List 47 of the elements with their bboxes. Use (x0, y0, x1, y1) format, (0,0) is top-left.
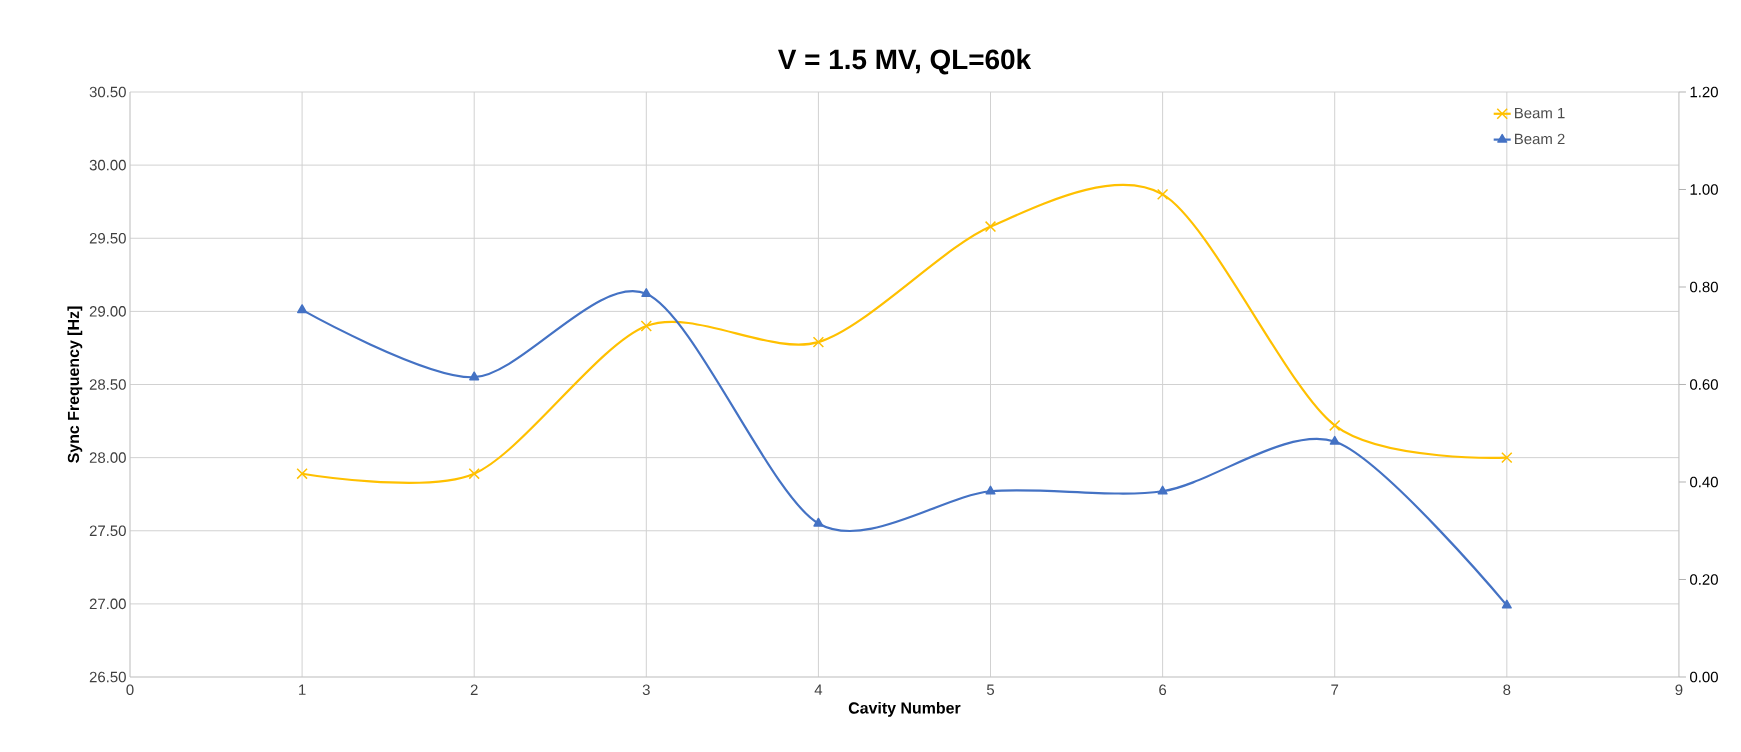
y-tick-label: 28.00 (89, 452, 126, 463)
y-tick-label: 30.00 (89, 159, 126, 171)
point (1157, 485, 1168, 495)
y2-tick-label: 0.60 (1690, 379, 1718, 390)
x-tick-label: 7 (1331, 684, 1339, 695)
x-tick-label: 2 (470, 684, 478, 695)
chart-title: V = 1.5 MV, QL=60k (778, 48, 1032, 75)
y-tick-label: 29.00 (89, 306, 126, 317)
point (1156, 188, 1169, 201)
x-tick-label: 9 (1675, 684, 1683, 696)
x-tick-label: 3 (642, 684, 650, 696)
y-tick-label: 27.00 (89, 598, 126, 610)
y2-tick-label: 0.20 (1690, 574, 1718, 585)
y-tick-label: 26.50 (89, 671, 126, 683)
point (468, 468, 480, 480)
y2-tick-label: 1.20 (1690, 86, 1718, 98)
x-tick-label: 6 (1159, 684, 1167, 696)
legend-label: Beam 1 (1515, 107, 1565, 119)
x-tick-label: 0 (126, 684, 134, 696)
legend-label: Beam 2 (1515, 133, 1565, 145)
y-tick-label: 29.50 (89, 232, 126, 244)
y-tick-label: 30.50 (89, 86, 126, 98)
point (984, 220, 997, 233)
x-tick-label: 8 (1503, 684, 1511, 696)
point (297, 304, 308, 314)
point (296, 468, 308, 480)
point (1329, 419, 1341, 432)
point (1501, 599, 1512, 609)
x-tick-label: 5 (986, 684, 995, 695)
y-axis-title: Sync Frequency [Hz] (67, 306, 83, 463)
y2-tick-label: 1.00 (1690, 184, 1718, 195)
y2-tick-label: 0.80 (1690, 281, 1718, 293)
point (640, 320, 652, 332)
y2-tick-label: 0.00 (1690, 671, 1718, 683)
point (985, 485, 996, 495)
point (469, 371, 480, 381)
x-axis-title: Cavity Number (848, 701, 961, 717)
point (1501, 451, 1513, 464)
y-tick-label: 28.50 (89, 379, 126, 390)
point (813, 517, 824, 527)
point (1329, 435, 1340, 445)
y-tick-label: 27.50 (89, 525, 126, 537)
x-tick-label: 1 (299, 684, 306, 695)
x-tick-label: 4 (814, 684, 823, 695)
y2-tick-label: 0.40 (1690, 476, 1718, 488)
point (812, 336, 825, 348)
point (641, 288, 652, 298)
